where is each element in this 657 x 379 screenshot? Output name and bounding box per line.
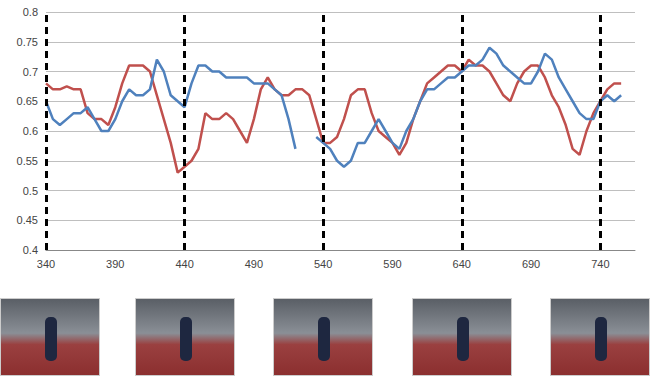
svg-text:740: 740 bbox=[591, 258, 609, 270]
svg-text:0.75: 0.75 bbox=[17, 36, 38, 48]
svg-text:0.6: 0.6 bbox=[23, 125, 38, 137]
svg-text:0.55: 0.55 bbox=[17, 155, 38, 167]
svg-text:0.7: 0.7 bbox=[23, 66, 38, 78]
svg-text:0.4: 0.4 bbox=[23, 244, 38, 256]
svg-text:640: 640 bbox=[453, 258, 471, 270]
svg-text:490: 490 bbox=[245, 258, 263, 270]
svg-text:690: 690 bbox=[522, 258, 540, 270]
svg-text:340: 340 bbox=[37, 258, 55, 270]
svg-text:540: 540 bbox=[314, 258, 332, 270]
svg-text:590: 590 bbox=[383, 258, 401, 270]
svg-text:440: 440 bbox=[175, 258, 193, 270]
svg-text:0.65: 0.65 bbox=[17, 95, 38, 107]
svg-text:0.5: 0.5 bbox=[23, 185, 38, 197]
svg-text:0.8: 0.8 bbox=[23, 6, 38, 18]
svg-text:0.45: 0.45 bbox=[17, 214, 38, 226]
svg-text:390: 390 bbox=[106, 258, 124, 270]
